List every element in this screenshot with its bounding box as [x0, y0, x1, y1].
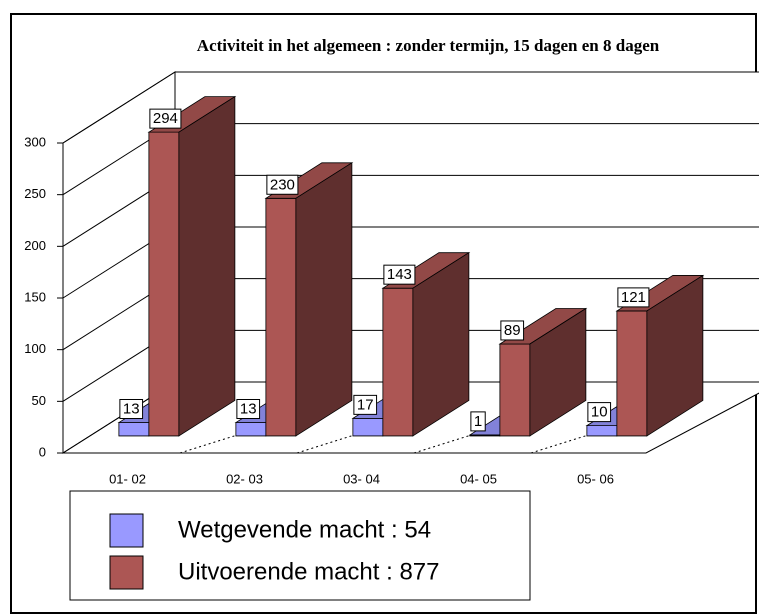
data-label-box: [236, 398, 261, 419]
x-tick-label: 01- 02: [109, 471, 146, 486]
data-label: 17: [357, 396, 374, 413]
data-label-box: [353, 394, 378, 415]
data-label-box: [149, 108, 182, 129]
data-label: 230: [270, 176, 295, 193]
legend: [69, 490, 531, 601]
bar: [264, 162, 354, 437]
data-label-box: [470, 411, 486, 432]
bar-front: [148, 131, 180, 437]
y-tick-label: 300: [24, 134, 46, 149]
data-label-box: [617, 287, 650, 308]
y-tick-label: 50: [32, 393, 46, 408]
bar-front: [352, 417, 384, 437]
data-label: 294: [153, 110, 178, 127]
data-label: 10: [591, 404, 608, 421]
bar-front: [616, 310, 648, 437]
bar-front: [499, 343, 531, 437]
bar-side: [529, 307, 587, 437]
bar-front: [586, 425, 618, 437]
legend-label: Uitvoerende macht : 877: [178, 558, 439, 585]
data-label: 121: [621, 289, 646, 306]
bar-side: [646, 274, 704, 437]
legend-swatch: [109, 555, 144, 590]
bar: [615, 274, 705, 437]
legend-swatch: [109, 513, 144, 548]
bar: [381, 251, 471, 437]
chart-title: Activiteit in het algemeen : zonder term…: [197, 36, 660, 55]
data-label-box: [119, 398, 144, 419]
bar-front: [235, 422, 267, 437]
data-label: 143: [387, 266, 412, 283]
y-tick-label: 200: [24, 238, 46, 253]
x-tick-label: 02- 03: [226, 471, 263, 486]
y-tick-label: 100: [24, 341, 46, 356]
data-label-box: [266, 174, 299, 195]
x-tick-label: 04- 05: [460, 471, 497, 486]
y-tick-label: 0: [39, 444, 46, 459]
bar-side: [295, 162, 353, 437]
legend-label: Wetgevende macht : 54: [178, 516, 431, 543]
data-label: 1: [474, 413, 482, 430]
bar-front: [118, 422, 150, 437]
x-tick-label: 03- 04: [343, 471, 380, 486]
bar-front: [382, 287, 414, 437]
data-label-box: [383, 264, 416, 285]
bar-side: [412, 251, 470, 437]
data-label: 13: [123, 400, 140, 417]
bar-front: [265, 197, 297, 437]
grid-line: [62, 71, 176, 144]
data-label-box: [587, 402, 612, 423]
y-tick-label: 250: [24, 186, 46, 201]
bar: [147, 95, 237, 437]
data-label: 13: [240, 400, 257, 417]
bar-side: [178, 95, 236, 437]
y-tick-label: 150: [24, 289, 46, 304]
x-tick-label: 05- 06: [577, 471, 614, 486]
data-label: 89: [504, 322, 521, 339]
data-label-box: [500, 320, 525, 341]
